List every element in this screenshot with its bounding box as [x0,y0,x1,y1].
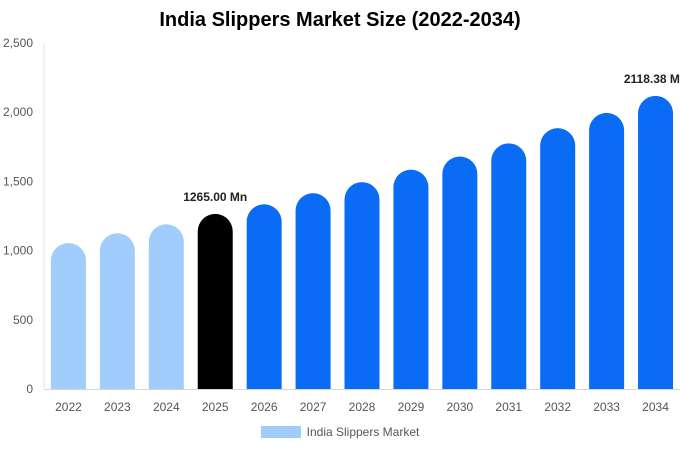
chart-bars [50,95,674,390]
data-label-2034: 2118.38 Mn [624,72,680,86]
x-tick-label: 2034 [642,400,669,414]
y-tick-label: 0 [26,382,33,396]
bar-2026 [246,204,282,389]
bar-2028 [344,182,380,389]
x-tick-label: 2025 [202,400,229,414]
bar-2027 [295,193,331,389]
bar-2032 [540,128,576,389]
chart-legend: India Slippers Market [0,425,680,441]
y-tick-label: 2,000 [3,105,33,119]
legend-label: India Slippers Market [306,425,420,439]
bar-2025 [197,213,233,389]
x-tick-label: 2028 [349,400,376,414]
bar-2034 [638,95,674,389]
bar-2022 [50,242,86,389]
y-tick-label: 1,500 [3,174,33,188]
x-tick-label: 2024 [153,400,180,414]
x-tick-label: 2031 [495,400,522,414]
x-tick-label: 2030 [446,400,473,414]
bar-2030 [442,156,478,389]
legend-swatch [260,426,301,438]
x-tick-label: 2022 [55,400,82,414]
y-tick-label: 1,000 [3,244,33,258]
x-tick-label: 2032 [544,400,571,414]
bar-2029 [393,169,429,389]
x-tick-label: 2027 [300,400,327,414]
y-tick-label: 500 [13,313,33,327]
x-tick-label: 2023 [104,400,131,414]
bar-2023 [99,233,135,389]
chart-labels: 2022 2023 2024 2025 2026 2027 2028 2029 2030 2031… [55,72,680,414]
x-tick-label: 2026 [251,400,278,414]
x-tick-label: 2033 [593,400,620,414]
bar-2031 [491,143,527,389]
data-label-2025: 1265.00 Mn [183,190,247,204]
x-tick-label: 2029 [398,400,425,414]
legend-item[interactable]: India Slippers Market [260,425,420,439]
bar-2033 [589,112,625,390]
bar-2024 [148,224,184,389]
chart-axes: 0 500 1,000 1,500 2,000 2,500 [3,36,680,396]
chart-title: India Slippers Market Size (2022-2034) [159,9,521,31]
y-tick-label: 2,500 [3,36,33,50]
